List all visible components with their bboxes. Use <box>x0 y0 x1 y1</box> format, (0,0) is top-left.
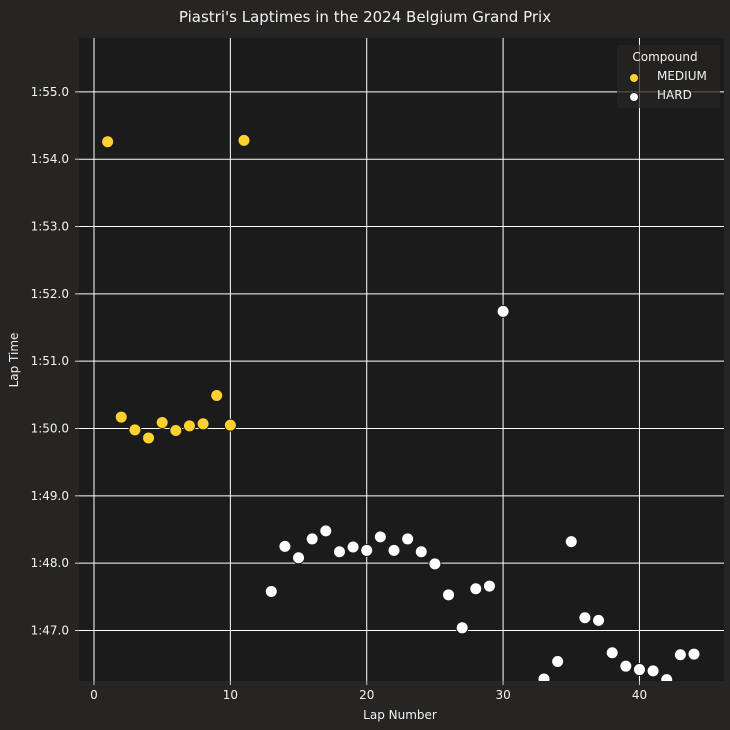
data-point-hard <box>592 613 606 627</box>
chart-title: Piastri's Laptimes in the 2024 Belgium G… <box>179 8 551 26</box>
y-tick-label: 1:49.0 <box>31 489 69 503</box>
x-tick-label: 20 <box>359 688 374 702</box>
y-tick-label: 1:54.0 <box>31 152 69 166</box>
data-point-hard <box>646 664 660 678</box>
legend-title: Compound <box>632 50 697 64</box>
legend-label-hard: HARD <box>657 88 692 102</box>
x-tick-label: 10 <box>223 688 238 702</box>
data-point-medium <box>223 418 237 432</box>
data-point-medium <box>237 133 251 147</box>
data-point-hard <box>414 545 428 559</box>
x-tick-label: 0 <box>90 688 98 702</box>
data-point-hard <box>346 540 360 554</box>
y-axis-label: Lap Time <box>7 333 21 388</box>
y-tick-label: 1:47.0 <box>31 624 69 638</box>
data-point-hard <box>537 672 551 681</box>
data-point-medium <box>196 417 210 431</box>
data-point-hard <box>278 539 292 553</box>
y-tick-label: 1:55.0 <box>31 85 69 99</box>
x-tick-label: 40 <box>632 688 647 702</box>
y-tick-label: 1:48.0 <box>31 556 69 570</box>
data-point-medium <box>210 389 224 403</box>
data-point-hard <box>496 304 510 318</box>
data-point-hard <box>660 673 674 681</box>
x-axis-label: Lap Number <box>363 708 437 722</box>
data-point-hard <box>292 551 306 565</box>
plot-area <box>79 38 724 681</box>
data-point-hard <box>332 545 346 559</box>
data-point-medium <box>155 415 169 429</box>
data-point-hard <box>551 654 565 668</box>
data-point-hard <box>564 535 578 549</box>
data-point-medium <box>101 135 115 149</box>
legend-marker-medium <box>629 73 639 83</box>
data-point-medium <box>142 431 156 445</box>
legend-label-medium: MEDIUM <box>657 69 707 83</box>
y-tick-label: 1:52.0 <box>31 287 69 301</box>
data-point-hard <box>387 543 401 557</box>
y-tick-label: 1:51.0 <box>31 354 69 368</box>
data-point-hard <box>469 582 483 596</box>
data-point-hard <box>619 659 633 673</box>
data-point-hard <box>687 647 701 661</box>
data-point-hard <box>428 557 442 571</box>
data-point-hard <box>373 530 387 544</box>
data-point-hard <box>632 663 646 677</box>
data-point-hard <box>673 648 687 662</box>
data-point-medium <box>182 419 196 433</box>
legend: Compound MEDIUM HARD <box>617 45 720 108</box>
data-point-hard <box>482 579 496 593</box>
y-tick-label: 1:53.0 <box>31 220 69 234</box>
y-tick-label: 1:50.0 <box>31 422 69 436</box>
data-point-hard <box>360 543 374 557</box>
data-point-medium <box>169 424 183 438</box>
data-point-hard <box>319 524 333 538</box>
data-point-hard <box>455 621 469 635</box>
legend-marker-hard <box>629 92 639 102</box>
x-tick-label: 30 <box>495 688 510 702</box>
data-point-hard <box>578 611 592 625</box>
data-point-hard <box>264 584 278 598</box>
y-axis-ticks: 1:47.0 1:48.0 1:49.0 1:50.0 1:51.0 1:52.0 1:53… <box>31 85 79 638</box>
data-point-hard <box>605 646 619 660</box>
data-point-hard <box>305 532 319 546</box>
data-points <box>101 133 701 681</box>
data-point-hard <box>401 532 415 546</box>
data-point-hard <box>442 588 456 602</box>
x-axis-ticks: 0 10 20 30 40 <box>90 681 647 702</box>
data-point-medium <box>128 423 142 437</box>
data-point-medium <box>114 410 128 424</box>
